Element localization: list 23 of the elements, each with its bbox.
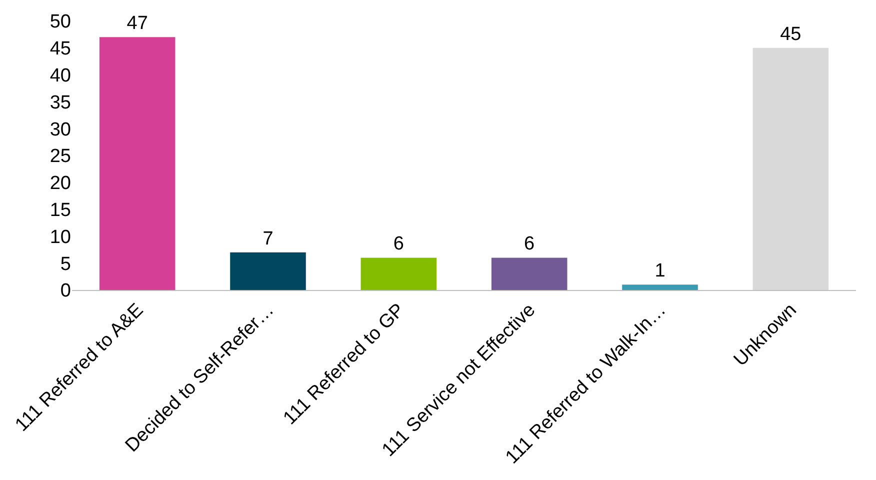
y-tick-label: 0 (60, 280, 71, 302)
y-tick-label: 30 (50, 119, 71, 140)
y-tick-label: 25 (50, 146, 71, 168)
y-tick-label: 45 (50, 38, 71, 60)
data-label: 1 (654, 260, 666, 282)
y-tick-label: 50 (50, 12, 71, 33)
data-label: 6 (393, 234, 404, 255)
data-label: 45 (780, 24, 802, 45)
y-tick-label: 5 (60, 254, 71, 275)
y-tick-label: 15 (50, 200, 71, 221)
bar (491, 258, 568, 290)
data-label: 47 (126, 13, 148, 34)
y-tick-label: 20 (50, 173, 71, 194)
y-tick-label: 40 (50, 65, 71, 86)
bar (99, 37, 176, 290)
bar (360, 258, 437, 290)
y-tick-label: 10 (50, 226, 71, 248)
data-label: 7 (262, 228, 274, 250)
bar (622, 284, 698, 290)
y-tick-label: 35 (50, 92, 71, 114)
bar (752, 48, 829, 290)
bar (230, 252, 306, 290)
data-label: 6 (524, 234, 535, 255)
